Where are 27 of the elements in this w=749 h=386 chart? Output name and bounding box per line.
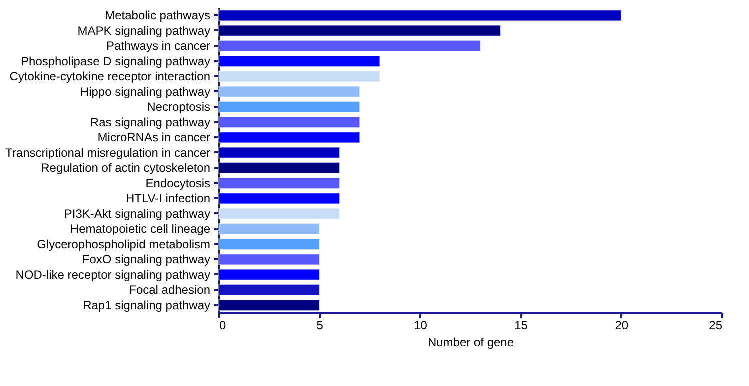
y-tick-label: Ras signaling pathway bbox=[90, 115, 210, 130]
y-tick-label: Glycerophospholipid metabolism bbox=[37, 237, 210, 252]
y-tick-label: Rap1 signaling pathway bbox=[83, 298, 210, 312]
y-tick-label: Pathways in cancer bbox=[106, 39, 210, 54]
y-tick-label: NOD-like receptor signaling pathway bbox=[16, 268, 210, 282]
y-tick-label: Necroptosis bbox=[147, 100, 210, 114]
y-tick-label: MAPK signaling pathway bbox=[78, 24, 210, 38]
y-tick-label: Phospholipase D signaling pathway bbox=[21, 54, 210, 68]
x-axis-title: Number of gene bbox=[428, 336, 514, 350]
y-tick-label: HTLV-I infection bbox=[126, 192, 210, 206]
y-tick-label: PI3K-Akt signaling pathway bbox=[64, 206, 210, 221]
y-tick-label: Cytokine-cytokine receptor interaction bbox=[10, 70, 210, 84]
y-tick-label: Hippo signaling pathway bbox=[80, 84, 210, 99]
x-tick-label: 25 bbox=[709, 318, 723, 332]
x-tick-label: 10 bbox=[414, 318, 428, 332]
y-tick-label: Endocytosis bbox=[146, 176, 210, 190]
x-tick-label: 5 bbox=[316, 318, 324, 332]
x-tick-label: 15 bbox=[514, 318, 528, 332]
x-tick-label: 0 bbox=[220, 318, 226, 332]
y-tick-label: FoxO signaling pathway bbox=[82, 252, 210, 267]
y-tick-label: Hematopoietic cell lineage bbox=[70, 222, 211, 236]
y-tick-label: Focal adhesion bbox=[129, 283, 210, 298]
y-tick-label: Regulation of actin cytoskeleton bbox=[41, 161, 210, 176]
y-tick-label: MicroRNAs in cancer bbox=[98, 130, 210, 145]
y-tick-label: Metabolic pathways bbox=[105, 8, 210, 23]
x-tick-label: 20 bbox=[615, 318, 629, 332]
y-tick-label: Transcriptional misregulation in cancer bbox=[6, 146, 210, 160]
